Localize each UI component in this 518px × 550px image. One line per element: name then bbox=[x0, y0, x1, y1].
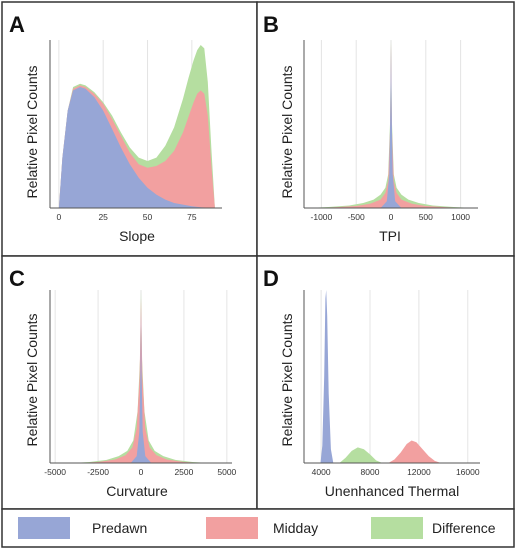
panel-c-chart: Relative Pixel Counts Curvature -5000 -25… bbox=[24, 290, 237, 499]
panel-a-tick-label: 50 bbox=[143, 212, 153, 222]
panel-c-tick-label: 2500 bbox=[174, 467, 193, 477]
panel-c-border bbox=[1, 255, 258, 510]
panel-a-ylabel: Relative Pixel Counts bbox=[24, 65, 40, 198]
legend-swatch-predawn bbox=[18, 517, 70, 539]
panel-b-tick-label: -1000 bbox=[311, 212, 333, 222]
panel-c-tick-label: -5000 bbox=[44, 467, 66, 477]
panel-b-tick-label: -500 bbox=[348, 212, 365, 222]
panel-d-tick-label: 16000 bbox=[456, 467, 480, 477]
panel-c-letter: C bbox=[9, 266, 25, 291]
panel-d-chart: Relative Pixel Counts Unenhanced Thermal… bbox=[279, 290, 480, 499]
panel-d-series-midday bbox=[388, 440, 441, 463]
panel-a-border bbox=[1, 1, 258, 257]
legend: Predawn Midday Difference bbox=[18, 517, 496, 539]
panel-a-tick-label: 0 bbox=[56, 212, 61, 222]
panel-d-tick-label: 4000 bbox=[312, 467, 331, 477]
panel-d-tick-label: 12000 bbox=[407, 467, 431, 477]
panel-b-tick-label: 1000 bbox=[451, 212, 470, 222]
legend-label-midday: Midday bbox=[273, 520, 318, 536]
panel-d-series-predawn bbox=[320, 290, 334, 463]
panel-d-tick-label: 8000 bbox=[361, 467, 380, 477]
panel-a-tick-label: 75 bbox=[187, 212, 197, 222]
panel-d-border bbox=[256, 255, 515, 510]
panel-c-series-predawn bbox=[130, 307, 152, 463]
panel-d-ylabel: Relative Pixel Counts bbox=[279, 313, 295, 446]
legend-swatch-midday bbox=[206, 517, 258, 539]
legend-swatch-difference bbox=[371, 517, 423, 539]
panel-c-tick-label: 0 bbox=[139, 467, 144, 477]
panel-b-border bbox=[256, 1, 515, 257]
panel-b-ylabel: Relative Pixel Counts bbox=[279, 65, 295, 198]
panel-a-letter: A bbox=[9, 12, 25, 37]
panel-d-series-difference bbox=[339, 447, 383, 463]
panel-c-ylabel: Relative Pixel Counts bbox=[24, 313, 40, 446]
panel-b-chart: Relative Pixel Counts TPI -1000 -500 0 500 1… bbox=[279, 40, 478, 244]
panel-a-series-predawn bbox=[58, 87, 215, 208]
panel-a-chart: Relative Pixel Counts Slope 0 25 50 75 bbox=[24, 40, 222, 244]
legend-label-difference: Difference bbox=[432, 520, 496, 536]
panel-c-tick-label: -2500 bbox=[87, 467, 109, 477]
panel-b-xlabel: TPI bbox=[379, 228, 401, 244]
panel-d-xlabel: Unenhanced Thermal bbox=[325, 483, 459, 499]
panel-b-tick-label: 500 bbox=[419, 212, 433, 222]
panel-b-tick-label: 0 bbox=[389, 212, 394, 222]
panel-c-xlabel: Curvature bbox=[106, 483, 168, 499]
panel-d-letter: D bbox=[263, 266, 279, 291]
panel-b-series-predawn bbox=[380, 45, 402, 208]
panel-a-xlabel: Slope bbox=[119, 228, 155, 244]
panel-c-tick-label: 5000 bbox=[217, 467, 236, 477]
legend-label-predawn: Predawn bbox=[92, 520, 147, 536]
panel-a-tick-label: 25 bbox=[98, 212, 108, 222]
panel-b-letter: B bbox=[263, 12, 279, 37]
